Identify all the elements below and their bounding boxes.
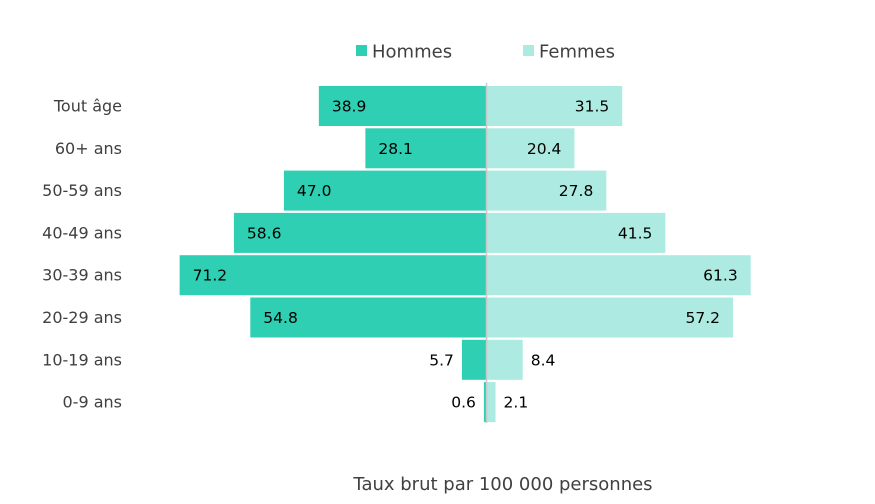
category-label: 40-49 ans (42, 223, 122, 242)
data-label-hommes: 58.6 (247, 224, 282, 242)
data-label-femmes: 57.2 (686, 309, 721, 327)
data-label-hommes: 5.7 (429, 351, 454, 369)
bars (179, 86, 751, 423)
data-labels: 38.9 31.5 28.1 20.4 47.0 27.8 58.6 41.5 71.2 61.3… (193, 98, 738, 412)
data-label-hommes: 0.6 (451, 394, 476, 412)
bar-femmes (486, 128, 575, 169)
bar-hommes (233, 212, 487, 253)
legend-label-hommes: Hommes (372, 42, 452, 63)
data-label-hommes: 71.2 (193, 267, 228, 285)
x-axis-title: Taux brut par 100 000 personnes (352, 474, 652, 495)
bar-hommes (250, 297, 487, 338)
bar-femmes (486, 255, 751, 296)
legend-swatch-femmes (523, 45, 534, 56)
category-label: 20-29 ans (42, 308, 122, 327)
bar-hommes (179, 255, 487, 296)
legend-swatch-hommes (356, 45, 367, 56)
bar-femmes (486, 86, 623, 126)
category-label: Tout âge (53, 97, 122, 116)
category-label: 60+ ans (55, 139, 122, 158)
data-label-hommes: 28.1 (378, 140, 413, 158)
bar-femmes (486, 297, 734, 338)
category-label: 30-39 ans (42, 266, 122, 285)
data-label-femmes: 20.4 (527, 140, 562, 158)
bar-hommes (365, 128, 487, 169)
bar-femmes (486, 382, 496, 423)
bar-hommes (483, 382, 487, 423)
category-label: 0-9 ans (63, 393, 123, 412)
data-label-hommes: 38.9 (332, 98, 367, 116)
y-axis-tick-labels: Tout âge 60+ ans 50-59 ans 40-49 ans 30-39 a… (42, 97, 122, 412)
legend-label-femmes: Femmes (539, 42, 615, 63)
category-label: 50-59 ans (42, 181, 122, 200)
bar-femmes (486, 170, 607, 211)
legend: Hommes Femmes (356, 42, 615, 63)
category-label: 10-19 ans (42, 350, 122, 369)
bar-femmes (486, 339, 523, 380)
data-label-femmes: 2.1 (504, 394, 529, 412)
data-label-femmes: 61.3 (703, 267, 738, 285)
data-label-femmes: 41.5 (618, 224, 653, 242)
data-label-hommes: 54.8 (263, 309, 298, 327)
bar-hommes (461, 339, 487, 380)
bar-hommes (318, 86, 487, 126)
data-label-hommes: 47.0 (297, 182, 332, 200)
data-label-femmes: 31.5 (575, 98, 610, 116)
bar-hommes (283, 170, 487, 211)
bar-femmes (486, 212, 666, 253)
data-label-femmes: 8.4 (531, 351, 556, 369)
data-label-femmes: 27.8 (559, 182, 594, 200)
